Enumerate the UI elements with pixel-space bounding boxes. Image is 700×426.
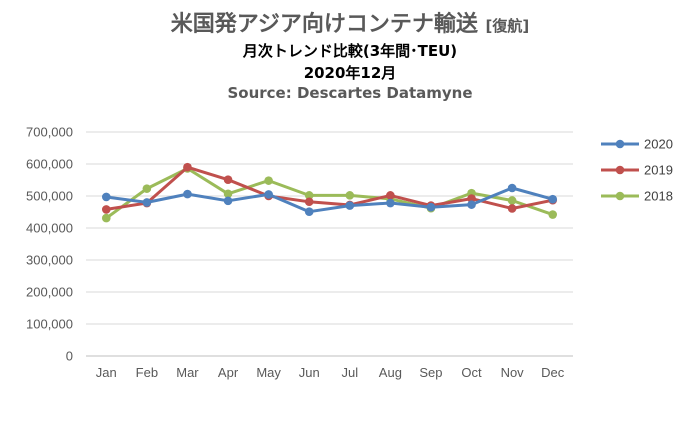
x-tick-label: Jun [299,365,320,380]
legend-item-2019: 2019 [601,163,673,178]
y-tick-label: 200,000 [26,285,73,300]
data-point [264,176,273,185]
legend-item-2018: 2018 [601,189,673,204]
x-tick-label: Jan [96,365,117,380]
series-lines [101,162,558,223]
chart-period: 2020年12月 [303,64,397,82]
data-point [101,192,111,202]
x-tick-label: Mar [176,365,199,380]
y-tick-label: 100,000 [26,317,73,332]
x-tick-label: Aug [379,365,402,380]
series-2019 [101,162,558,214]
data-point [304,207,314,216]
y-tick-label: 0 [66,349,73,364]
data-point [101,213,111,223]
data-point [264,190,273,199]
series-line [106,165,554,211]
data-point [548,194,558,204]
data-point [304,197,314,207]
data-point [183,162,192,172]
data-point [507,183,517,193]
data-point [223,189,233,199]
x-tick-label: Nov [501,365,525,380]
x-tick-label: Oct [461,365,482,380]
data-point [467,194,476,203]
x-axis-ticks: Jan Feb Mar Apr May Jun Jul Aug Sep Oct Nov Dec [96,365,565,380]
x-tick-label: Apr [218,365,239,380]
legend-label: 2020 [644,137,673,152]
chart-title: 米国発アジア向けコンテナ輸送 [復航] [0,6,700,38]
data-point [426,202,436,212]
legend-item-2020: 2020 [601,137,673,152]
x-tick-label: Jul [341,365,358,380]
series-line [106,186,554,214]
x-tick-label: May [256,365,281,380]
data-point [223,196,233,206]
x-tick-label: Sep [419,365,442,380]
chart-title-main: 米国発アジア向けコンテナ輸送 [170,12,478,37]
y-tick-label: 700,000 [26,125,73,140]
series-line [105,167,554,220]
y-tick-label: 400,000 [26,221,73,236]
chart-title-tag: [復航] [485,17,530,35]
legend-swatch-marker [615,165,625,175]
legend-swatch-marker [615,191,625,201]
series-2018 [101,164,558,223]
data-point [304,191,314,200]
data-point [548,210,558,219]
x-tick-label: Feb [136,365,158,380]
chart-source: Source: Descartes Datamyne [227,84,473,102]
y-tick-label: 600,000 [26,157,73,172]
y-tick-label: 300,000 [26,253,73,268]
legend-swatch-marker [615,139,625,149]
legend-label: 2018 [644,189,673,204]
x-tick-label: Dec [541,365,565,380]
data-point [467,200,476,209]
data-point [101,205,111,214]
data-point [223,175,233,184]
data-point [345,201,355,210]
data-point [183,189,192,199]
y-tick-label: 500,000 [26,189,73,204]
y-axis-ticks: 0 100,000 200,000 300,000 400,000 500,000 600,… [26,125,73,364]
legend: 2020 2019 2018 [601,137,673,204]
data-point [142,198,152,207]
data-point [386,191,395,200]
data-point [507,196,517,205]
data-point [142,184,152,193]
data-point [507,204,517,213]
series-2020 [101,183,558,216]
legend-label: 2019 [644,163,673,178]
chart-subtitle: 月次トレンド比較(3年間･TEU) [242,42,458,60]
data-point [345,191,355,200]
data-point [386,198,395,208]
gridlines [86,131,573,357]
